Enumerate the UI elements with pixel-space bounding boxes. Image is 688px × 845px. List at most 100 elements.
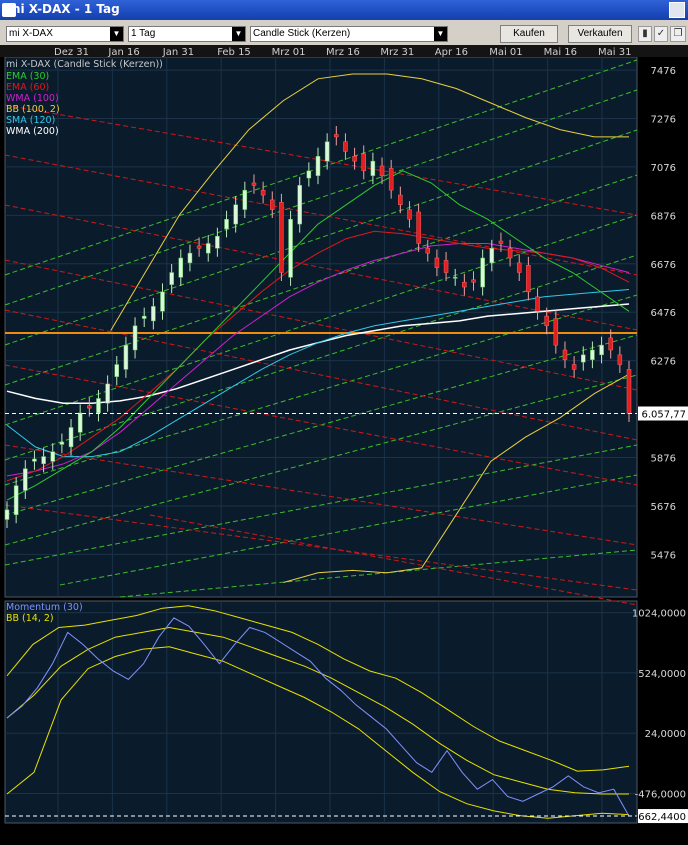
trend-line-red	[4, 309, 638, 441]
momentum-y-tick-label: -476,0000	[635, 790, 686, 801]
checkmark-icon[interactable]: ✓	[654, 26, 668, 42]
candle	[462, 281, 467, 288]
window-restore-icon[interactable]: ❐	[670, 26, 686, 42]
trend-line-green	[59, 474, 638, 586]
chart-type-select[interactable]: Candle Stick (Kerzen) ▼	[250, 26, 448, 42]
candle	[105, 383, 110, 404]
x-tick-label: Jan 16	[107, 47, 139, 58]
legend-entry: WMA (200)	[6, 126, 59, 137]
candle	[132, 325, 138, 351]
candle	[452, 277, 458, 279]
chart-settings-icon[interactable]: ▮	[638, 26, 652, 42]
y-tick-label: 7276	[651, 115, 676, 126]
x-tick-label: Feb 15	[217, 47, 251, 58]
candle	[352, 156, 357, 162]
x-tick-label: Dez 31	[54, 47, 89, 58]
chevron-down-icon[interactable]: ▼	[110, 27, 123, 41]
candle	[59, 441, 65, 445]
momentum-last-box	[638, 809, 688, 824]
trend-line-red	[4, 104, 638, 216]
last-price-box	[638, 406, 688, 421]
candle	[343, 141, 348, 152]
candle	[160, 291, 165, 312]
candle	[535, 296, 540, 312]
legend-entry: EMA (60)	[6, 82, 49, 93]
last-price-label: 6.057,77	[641, 410, 686, 421]
y-tick-label: 6676	[651, 260, 676, 271]
sell-button[interactable]: Verkaufen	[568, 25, 632, 43]
trend-line-green	[4, 174, 638, 386]
candle	[498, 240, 504, 244]
y-tick-label: 6276	[651, 357, 676, 368]
instrument-select-value: mi X-DAX	[9, 28, 53, 39]
candle	[297, 185, 302, 225]
chart-title: mi X-DAX (Candle Stick (Kerzen))	[6, 59, 163, 70]
candle	[233, 204, 238, 225]
legend-entry: WMA (100)	[6, 93, 59, 104]
candle	[526, 265, 531, 293]
momentum-y-tick-label: 1024,0000	[632, 609, 686, 620]
candle	[23, 468, 28, 491]
bb-upper-line	[110, 73, 629, 331]
candle	[187, 252, 193, 264]
x-tick-label: Apr 16	[435, 47, 468, 58]
candle	[279, 202, 284, 273]
date-axis-strip	[0, 45, 688, 57]
trend-line-green	[119, 549, 638, 598]
x-tick-label: Mai 31	[598, 47, 631, 58]
candle	[41, 456, 46, 465]
candle	[215, 235, 220, 249]
x-tick-label: Mai 01	[489, 47, 522, 58]
candle	[590, 349, 595, 360]
trend-line-red	[4, 204, 638, 331]
momentum-legend-entry: BB (14, 2)	[6, 613, 54, 624]
candle	[516, 262, 522, 273]
candle	[96, 398, 101, 414]
momentum-bb-mid	[6, 626, 629, 795]
legend-entry: EMA (30)	[6, 71, 49, 82]
price-panel	[4, 56, 638, 598]
ema-60-line	[6, 230, 630, 482]
candle	[315, 156, 321, 176]
title-bar: mi X-DAX - 1 Tag	[0, 0, 688, 20]
candle	[324, 141, 330, 162]
trend-line-green	[4, 374, 638, 546]
candle	[151, 306, 156, 322]
y-tick-label: 7076	[651, 163, 676, 174]
window-button[interactable]	[669, 2, 685, 18]
trend-line-green	[4, 129, 638, 346]
x-tick-label: Jan 31	[162, 47, 194, 58]
x-tick-label: Mrz 01	[272, 47, 306, 58]
candle	[507, 248, 513, 259]
chevron-down-icon[interactable]: ▼	[434, 27, 447, 41]
candle	[270, 199, 275, 210]
candle	[224, 218, 229, 230]
y-tick-label: 5676	[651, 502, 676, 513]
momentum-last-label: -662,4400	[635, 812, 686, 823]
trend-line-red	[4, 364, 638, 486]
instrument-select[interactable]: mi X-DAX ▼	[6, 26, 124, 42]
sma-120-line	[6, 289, 630, 458]
candle	[196, 245, 202, 249]
chevron-down-icon[interactable]: ▼	[232, 27, 245, 41]
candle	[471, 279, 476, 283]
candle	[288, 218, 293, 278]
window-title: mi X-DAX - 1 Tag	[8, 2, 120, 16]
x-tick-label: Mrz 31	[380, 47, 414, 58]
momentum-legend-entry: Momentum (30)	[6, 602, 83, 613]
candle	[617, 354, 623, 365]
candle	[32, 458, 37, 462]
candle	[480, 257, 485, 288]
chart-area: Dez 31 Jan 16 Jan 31 Feb 15 Mrz 01 Mrz 16 Mrz …	[0, 45, 688, 845]
legend-entry: SMA (120)	[6, 115, 55, 126]
trend-line-red	[4, 504, 638, 591]
trend-line-red	[149, 514, 638, 606]
candle	[599, 344, 604, 356]
period-select[interactable]: 1 Tag ▼	[128, 26, 246, 42]
buy-button[interactable]: Kaufen	[500, 25, 558, 43]
trend-line-green	[4, 294, 638, 486]
candle	[425, 248, 431, 254]
candle	[443, 260, 449, 273]
candle	[571, 364, 577, 370]
candle	[626, 369, 632, 414]
